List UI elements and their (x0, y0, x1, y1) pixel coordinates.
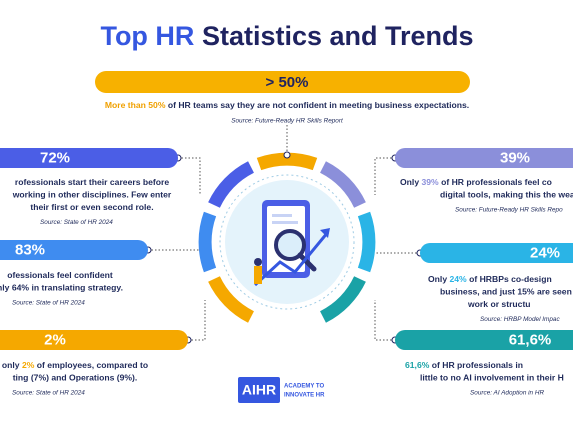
body-text: little to no AI involvement in their H (420, 373, 564, 383)
body-text: ofessionals feel confident (7, 270, 113, 280)
banner (95, 71, 470, 93)
stat-bar (0, 240, 148, 260)
text-segment: business, and just 15% are seen (440, 287, 572, 297)
source: Source: HRBP Model Impac (480, 316, 560, 323)
body-text: work or structu (467, 299, 531, 309)
body-text: their first or even second role. (30, 202, 153, 212)
stat-value: 39% (500, 149, 530, 166)
highlight: 61,6% (405, 360, 430, 370)
body-text: business, and just 15% are seen (440, 287, 572, 297)
logo-line: ACADEMY TO (284, 384, 324, 390)
stat-value: 24% (530, 244, 560, 261)
text-segment: Only (428, 274, 450, 284)
dashed-ring (219, 174, 355, 310)
text-segment: of employees, compared to (34, 360, 148, 370)
text-segment: nly 64% in translating strategy. (0, 283, 123, 293)
stat-bar (0, 148, 178, 168)
stat-bar (395, 330, 573, 350)
stat-value: 83% (15, 241, 45, 258)
text-segment: their first or even second role. (30, 202, 153, 212)
body-text: working in other disciplines. Few enter (12, 190, 172, 200)
text-segment: Only (400, 177, 422, 187)
banner-value: > 50% (266, 74, 309, 91)
source: Source: Future-Ready HR Skills Repo (455, 207, 563, 214)
logo-line: INNOVATE HR (284, 393, 325, 399)
body-text: 61,6% of HR professionals in (405, 360, 523, 370)
body-text: only 2% of employees, compared to (2, 360, 148, 370)
source: Source: State of HR 2024 (40, 219, 113, 226)
logo-box (238, 377, 280, 403)
stat-bar (0, 330, 188, 350)
text-segment: work or structu (467, 299, 531, 309)
stat-value: 2% (44, 331, 66, 348)
body-text: rofessionals start their careers before (15, 177, 169, 187)
stat-value: 72% (40, 149, 70, 166)
connectors (148, 125, 420, 341)
text-segment: of HR professionals feel co (439, 177, 552, 187)
text-segment: rofessionals start their careers before (15, 177, 169, 187)
body-text: digital tools, making this the weake (440, 190, 573, 200)
body-text: Only 24% of HRBPs co-design (428, 274, 552, 284)
title-rest: Statistics and Trends (202, 21, 474, 51)
stat-bar (395, 148, 573, 168)
ring (198, 152, 376, 323)
text-segment: of HR teams say they are not confident i… (165, 100, 469, 110)
text-segment: of HRBPs co-design (467, 274, 552, 284)
logo-mark: AIHR (242, 382, 276, 398)
source: Source: AI Adoption in HR (470, 390, 545, 397)
text-segment: only (2, 360, 22, 370)
text-segment: working in other disciplines. Few enter (12, 190, 172, 200)
text-segment: ofessionals feel confident (7, 270, 113, 280)
text-segment: ting (7%) and Operations (9%). (13, 373, 138, 383)
body-text: More than 50% of HR teams say they are n… (105, 100, 469, 110)
stat-bar (420, 243, 573, 263)
source: Source: State of HR 2024 (12, 390, 85, 397)
source: Source: State of HR 2024 (12, 300, 85, 307)
trend-arrow (253, 231, 330, 287)
highlight: More than 50% (105, 100, 166, 110)
center-graphic (198, 152, 376, 323)
highlight: 39% (422, 177, 440, 187)
body-text: ting (7%) and Operations (9%). (13, 373, 138, 383)
body-text: nly 64% in translating strategy. (0, 283, 123, 293)
body-text: Only 39% of HR professionals feel co (400, 177, 552, 187)
panels: > 50% More than 50% of HR teams say they … (0, 71, 573, 397)
text-segment: digital tools, making this the weake (440, 190, 573, 200)
title: Top HR Statistics and Trends (100, 21, 473, 51)
text-segment: little to no AI involvement in their H (420, 373, 564, 383)
highlight: 24% (450, 274, 468, 284)
stat-value: 61,6% (509, 331, 552, 348)
text-segment: of HR professionals in (429, 360, 523, 370)
highlight: 2% (22, 360, 35, 370)
magnifier (274, 229, 306, 261)
source: Source: Future-Ready HR Skills Report (231, 118, 343, 125)
title-lead: Top HR (100, 21, 194, 51)
